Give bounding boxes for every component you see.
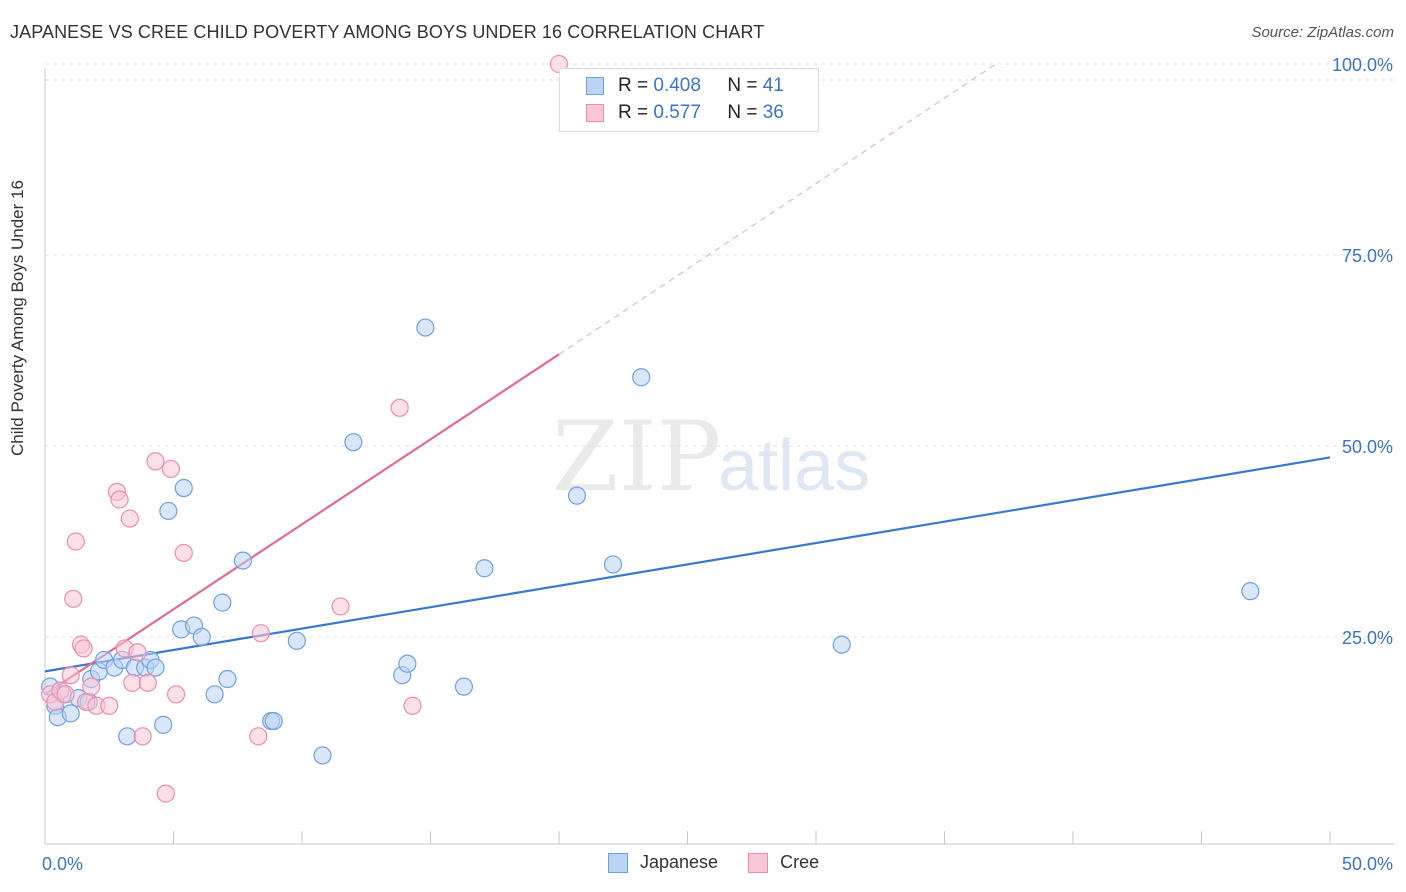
legend-cree-r: 0.577 [653,102,701,123]
point-japanese [287,631,306,650]
y-tick-label: 25.0% [1342,628,1393,648]
point-cree [174,543,193,563]
stats-legend: R = 0.408 N = 41 R = 0.577 N = 36 [559,68,819,132]
point-cree [61,666,80,685]
point-japanese [159,501,178,521]
tick-labels: 25.0% 50.0% 75.0% 100.0% 0.0% 50.0% [42,55,1393,874]
legend-japanese-swatch [586,77,604,95]
point-cree [100,696,119,715]
point-cree [66,532,85,551]
point-japanese [213,593,232,612]
legend-item-cree: Cree [748,852,819,873]
point-japanese [192,627,211,647]
point-cree [146,452,165,471]
data-points [41,54,1260,803]
legend-japanese-r-label: R = [618,75,649,96]
point-japanese [832,635,851,654]
legend-item-cree-swatch [748,852,769,873]
point-japanese [264,711,283,731]
legend-japanese-r: 0.408 [653,75,701,96]
point-cree [120,509,139,528]
chart-title: JAPANESE VS CREE CHILD POVERTY AMONG BOY… [10,22,765,42]
point-japanese [313,746,332,765]
point-japanese [218,669,237,689]
point-japanese [205,685,224,704]
point-cree [249,727,268,746]
x-tick-label-max: 50.0% [1342,854,1393,874]
legend-cree-n-label: N = [727,102,758,123]
point-cree [331,597,350,616]
point-japanese [632,368,651,387]
point-cree [128,643,147,662]
point-japanese [416,318,435,337]
watermark-atlas: atlas [718,426,870,506]
legend-item-cree-label: Cree [780,852,820,872]
point-cree [156,784,175,803]
legend-japanese-n-label: N = [727,75,758,96]
axes [44,68,1394,845]
point-cree [138,673,157,692]
point-japanese [61,704,80,723]
y-tick-label: 50.0% [1342,437,1393,457]
grid [45,63,1394,638]
point-cree [123,673,142,692]
point-cree [403,696,422,715]
point-japanese [603,555,623,574]
point-japanese [454,677,474,696]
point-cree [166,685,186,704]
series-legend: Japanese Cree [608,852,849,873]
point-japanese [154,715,173,734]
point-japanese [567,486,587,505]
legend-item-japanese-swatch [608,852,628,873]
point-cree [56,685,75,704]
point-japanese [398,654,417,673]
legend-cree-stats: R = 0.577 N = 36 [618,102,784,124]
source-label: Source: ZipAtlas.com [1251,24,1394,41]
legend-japanese-n: 41 [762,75,784,96]
point-cree [390,398,409,417]
point-japanese [146,658,165,677]
y-tick-label: 75.0% [1342,246,1393,266]
point-japanese [174,478,193,498]
legend-cree-swatch [586,104,604,122]
point-cree [161,459,181,479]
point-cree [74,639,93,658]
y-tick-label: 100.0% [1332,55,1393,75]
point-japanese [344,433,363,452]
point-japanese [233,551,252,570]
point-japanese [475,559,494,578]
x-tick-label-min: 0.0% [42,854,83,874]
legend-item-japanese-label: Japanese [640,852,719,872]
trend-lines [44,63,1331,696]
trend-line-cree [44,353,560,696]
point-cree [82,677,101,696]
point-cree [64,589,83,608]
point-japanese [1241,582,1260,601]
point-japanese [118,727,137,746]
point-cree [110,490,129,509]
legend-item-japanese: Japanese [608,852,718,873]
legend-cree-r-label: R = [618,102,649,123]
point-cree [251,624,270,643]
point-cree [133,727,152,746]
legend-japanese-stats: R = 0.408 N = 41 [618,75,784,97]
legend-cree-n: 36 [762,102,784,123]
